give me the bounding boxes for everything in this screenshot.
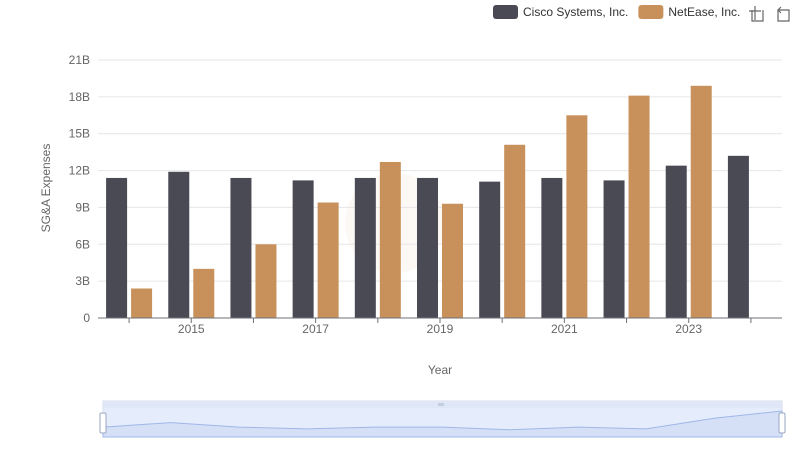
bar[interactable] [317,202,339,318]
bar[interactable] [603,180,625,318]
y-axis: 0 3B 6B 9B 12B 15B 18B 21B [69,53,91,325]
zoom-icon[interactable] [749,6,764,22]
bar[interactable] [106,177,128,318]
restore-icon[interactable] [777,6,790,22]
bar[interactable] [168,171,190,318]
bar[interactable] [541,177,563,318]
bar[interactable] [665,165,687,318]
y-tick-label: 0 [83,311,90,325]
bar[interactable] [379,161,401,318]
legend-swatch [493,5,518,19]
x-tick-label: 2021 [551,322,578,336]
slider-handle-right[interactable] [778,412,786,434]
bars [106,85,749,319]
y-tick-label: 6B [75,237,90,251]
x-tick-label: 2019 [427,322,454,336]
slider-top-bar[interactable] [103,401,782,408]
x-axis-title: Year [428,363,452,377]
y-tick-label: 18B [69,90,90,104]
slider-preview-line [102,410,783,438]
bar[interactable] [690,85,712,318]
bar[interactable] [504,144,526,318]
bar[interactable] [417,177,438,318]
bar[interactable] [442,203,463,318]
bar[interactable] [354,177,376,318]
bar[interactable] [255,244,277,318]
y-tick-label: 21B [69,53,90,67]
slider-grip-icon [438,403,444,406]
x-tick-label: 2023 [675,322,702,336]
legend-swatch [638,5,664,19]
bar[interactable] [131,288,153,318]
y-axis-title: SG&A Expenses [39,144,53,233]
y-tick-label: 3B [75,274,90,288]
y-tick-label: 9B [75,200,90,214]
x-tick-label: 2017 [302,322,329,336]
bar[interactable] [628,95,650,318]
data-zoom-slider[interactable] [99,400,786,438]
legend-item[interactable]: Cisco Systems, Inc. [493,5,628,19]
bar[interactable] [479,181,501,318]
legend-label: Cisco Systems, Inc. [523,5,628,19]
bar[interactable] [566,115,588,319]
legend-item[interactable]: NetEase, Inc. [638,5,740,19]
y-tick-label: 12B [69,164,90,178]
legend-label: NetEase, Inc. [668,5,740,19]
bar[interactable] [292,180,314,318]
x-tick-label: 2015 [178,322,205,336]
bar[interactable] [193,268,215,318]
bar[interactable] [230,177,252,318]
bar[interactable] [727,155,749,318]
y-tick-label: 15B [69,127,90,141]
legend[interactable]: Cisco Systems, Inc. NetEase, Inc. [493,5,740,19]
slider-handle-left[interactable] [99,412,107,434]
x-axis: 2015 2017 2019 2021 2023 [98,317,782,336]
